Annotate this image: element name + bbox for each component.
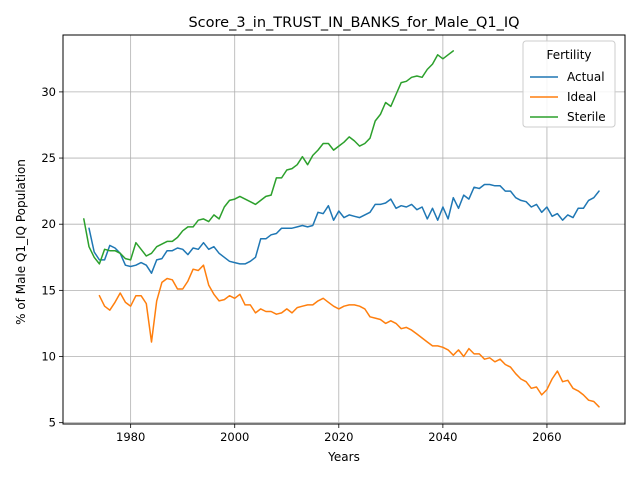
y-tick-label: 5: [49, 416, 56, 430]
axis-ticks: 1980 2000 2020 2040 2060 5 10 15 20 25 30: [41, 85, 561, 444]
legend: Fertility Actual Ideal Sterile: [522, 40, 616, 128]
y-tick-label: 20: [41, 217, 56, 231]
y-axis-label: % of Male Q1_IQ Population: [14, 159, 28, 325]
y-tick-label: 15: [41, 283, 56, 297]
chart-title: Score_3_in_TRUST_IN_BANKS_for_Male_Q1_IQ: [188, 15, 519, 31]
legend-label-ideal: Ideal: [567, 90, 596, 104]
y-tick-label: 30: [41, 85, 56, 99]
x-tick-label: 2000: [220, 430, 249, 444]
plot-frame: [62, 34, 626, 425]
x-tick-label: 2060: [532, 430, 561, 444]
legend-label-actual: Actual: [567, 70, 605, 84]
series-line-actual: [88, 183, 600, 274]
x-tick-label: 1980: [116, 430, 145, 444]
series-line-ideal: [98, 264, 600, 408]
x-axis-label: Years: [327, 450, 360, 464]
x-tick-label: 2040: [428, 430, 457, 444]
y-tick-label: 10: [41, 350, 56, 364]
series-lines: [83, 50, 600, 408]
series-line-sterile: [83, 50, 455, 265]
x-tick-label: 2020: [324, 430, 353, 444]
legend-box: [522, 40, 616, 128]
legend-title: Fertility: [546, 48, 591, 62]
y-tick-label: 25: [41, 151, 56, 165]
legend-label-sterile: Sterile: [567, 110, 606, 124]
